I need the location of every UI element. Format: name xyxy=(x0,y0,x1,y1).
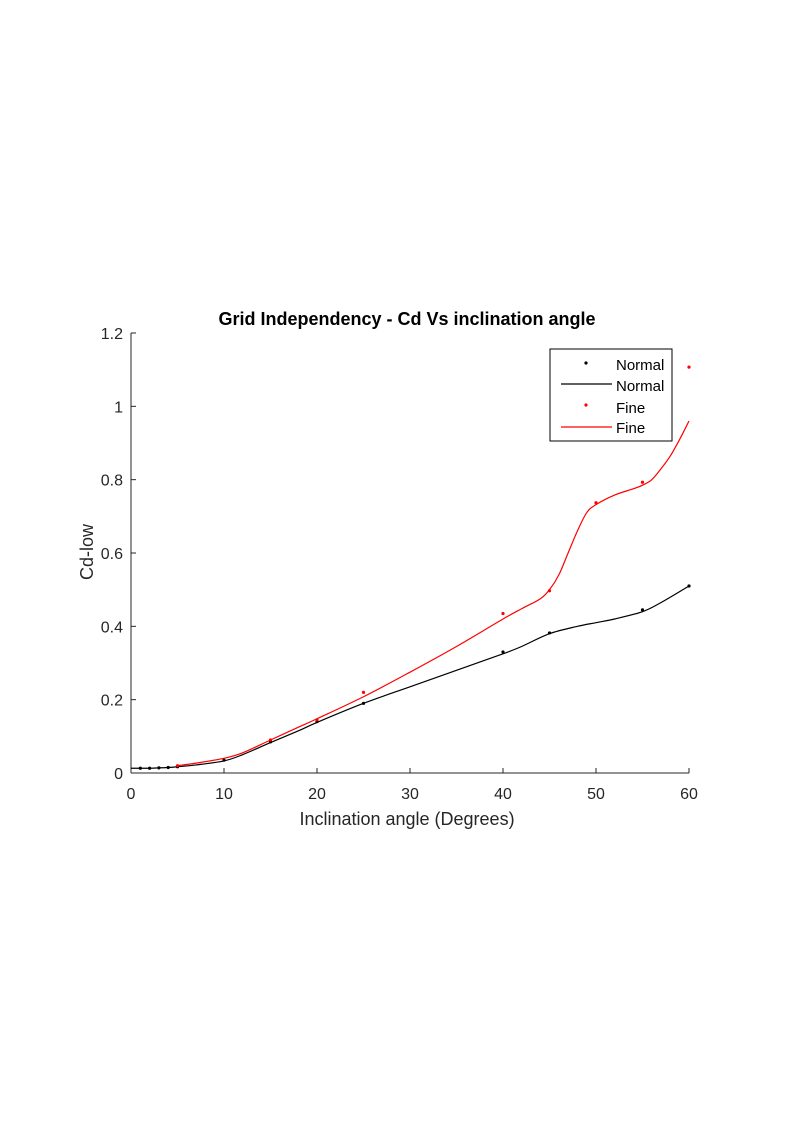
data-point-normal xyxy=(361,701,366,705)
series-line-fine xyxy=(177,420,690,767)
series-line-normal xyxy=(131,585,690,769)
legend-box xyxy=(549,348,673,442)
legend: Normal Normal Fine Fine xyxy=(549,348,673,442)
x-axis-label: Inclination angle (Degrees) xyxy=(299,809,514,829)
legend-marker-fine xyxy=(584,403,588,407)
x-tick-label: 40 xyxy=(494,786,512,803)
data-point-fine xyxy=(175,764,180,768)
data-point-normal xyxy=(547,631,552,635)
data-point-normal xyxy=(687,584,691,588)
y-tick-label: 0.8 xyxy=(101,473,123,490)
axes xyxy=(130,332,690,774)
data-point-normal xyxy=(148,766,152,770)
series-markers xyxy=(138,365,691,770)
y-tick-label: 1.2 xyxy=(101,326,123,343)
data-point-fine xyxy=(501,611,505,616)
data-point-normal xyxy=(166,765,170,770)
data-point-normal xyxy=(157,766,161,770)
data-point-fine xyxy=(640,480,645,484)
chart-title: Grid Independency - Cd Vs inclination an… xyxy=(218,309,595,329)
data-point-fine xyxy=(547,589,552,593)
y-tick-label: 0.2 xyxy=(101,693,123,710)
legend-label-normal-curve: Normal xyxy=(616,378,664,395)
data-point-normal xyxy=(138,766,142,770)
data-point-fine xyxy=(594,501,598,505)
x-tick-label: 30 xyxy=(401,786,419,803)
x-tick-label: 20 xyxy=(308,786,326,803)
legend-label-normal-points: Normal xyxy=(616,357,664,374)
legend-marker-normal xyxy=(584,361,588,365)
x-tick-label: 10 xyxy=(215,786,233,803)
data-point-normal xyxy=(222,758,226,762)
data-point-fine xyxy=(268,738,273,742)
y-tick-label: 0.6 xyxy=(101,546,123,563)
data-point-normal xyxy=(640,608,645,612)
data-point-fine xyxy=(687,365,691,369)
y-axis-label: Cd-low xyxy=(77,523,97,580)
y-tick-label: 0.4 xyxy=(101,619,123,636)
x-tick-label: 0 xyxy=(127,786,136,803)
tick-labels: 0 10 20 30 40 50 60 0 0.2 0.4 0.6 0.8 1 1.2 xyxy=(101,326,698,803)
y-tick-label: 1 xyxy=(114,399,123,416)
data-point-fine xyxy=(315,718,319,722)
legend-label-fine-points: Fine xyxy=(616,400,645,417)
data-point-normal xyxy=(501,650,505,654)
data-point-fine xyxy=(361,690,366,694)
y-tick-label: 0 xyxy=(114,766,123,783)
series-curves xyxy=(131,420,690,769)
legend-label-fine-curve: Fine xyxy=(616,420,645,437)
plot-area xyxy=(130,332,691,774)
x-tick-label: 50 xyxy=(587,786,605,803)
x-tick-label: 60 xyxy=(680,786,698,803)
